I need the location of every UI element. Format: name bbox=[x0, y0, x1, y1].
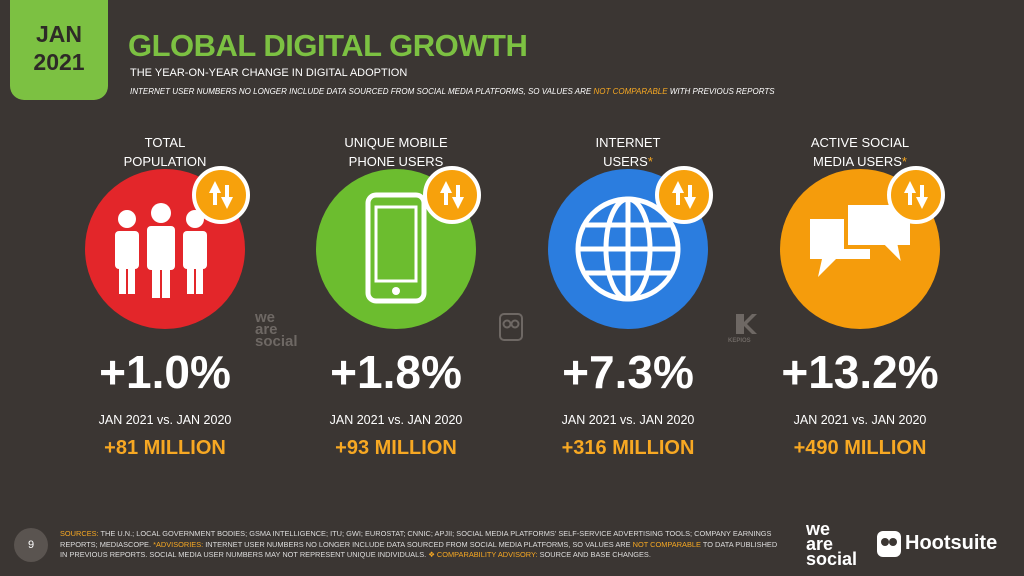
change-absolute: +316 MILLION bbox=[561, 437, 695, 459]
label-marker: * bbox=[901, 154, 907, 169]
metric-card: UNIQUE MOBILE PHONE USERS +1.8% JAN 2021 vs… bbox=[286, 133, 506, 460]
text-part: THE U.N.; LOCAL GOVERNMENT BODIES; GSMA … bbox=[60, 529, 772, 549]
watermark-brand: we are social bbox=[255, 309, 298, 350]
change-absolute: +93 MILLION bbox=[335, 437, 457, 459]
label-line: MEDIA USERS* bbox=[750, 152, 970, 171]
sources: SOURCES: THE U.N.; LOCAL GOVERNMENT BODI… bbox=[60, 529, 780, 561]
text-part: ❖ COMPARABILITY ADVISORY: bbox=[428, 550, 538, 559]
label-line: UNIQUE MOBILE bbox=[286, 133, 506, 152]
label-text: UNIQUE MOBILE bbox=[344, 135, 448, 150]
label-text: PHONE USERS bbox=[348, 154, 444, 169]
comparison: JAN 2021 vs. JAN 2020 bbox=[329, 413, 463, 427]
icon-wrap bbox=[518, 159, 738, 339]
label-text: ACTIVE SOCIAL bbox=[810, 135, 910, 150]
metric-card: INTERNET USERS* +7.3% JAN 2021 vs. JAN 2020… bbox=[518, 133, 738, 460]
text-part: INTERNET USER NUMBERS NO LONGER INCLUDE … bbox=[203, 539, 633, 549]
metric-label: ACTIVE SOCIAL MEDIA USERS* bbox=[750, 133, 970, 173]
badge-year: 2021 bbox=[33, 49, 85, 75]
logo-line: are bbox=[255, 321, 278, 338]
page-number: 9 bbox=[14, 528, 48, 562]
label-marker: * bbox=[647, 154, 653, 169]
label-line: TOTAL bbox=[55, 133, 275, 152]
metric-label: INTERNET USERS* bbox=[518, 133, 738, 173]
metric-card: TOTAL POPULATION +1.0% JAN 2021 vs. JAN 202… bbox=[55, 133, 275, 460]
metric-icon bbox=[780, 166, 945, 329]
comparison: JAN 2021 vs. JAN 2020 bbox=[793, 413, 927, 427]
label-line: POPULATION bbox=[55, 152, 275, 171]
hootsuite-owl bbox=[877, 531, 901, 557]
text-part: SOURCE AND BASE CHANGES. bbox=[537, 550, 651, 559]
owl-watermark bbox=[499, 313, 523, 341]
text-part: NOT COMPARABLE bbox=[632, 539, 701, 549]
kepios-mark bbox=[736, 314, 757, 334]
we-are-social-logo: we are social bbox=[806, 519, 858, 569]
change-absolute: +81 MILLION bbox=[104, 437, 226, 459]
change-percent: +13.2% bbox=[781, 346, 939, 398]
icon-wrap bbox=[55, 159, 275, 339]
badge-month: JAN bbox=[35, 21, 82, 47]
metric-icon bbox=[85, 166, 250, 329]
change-percent: +1.8% bbox=[330, 346, 462, 398]
label-text: POPULATION bbox=[123, 154, 207, 169]
label-line: INTERNET bbox=[518, 133, 738, 152]
metric-icon bbox=[316, 166, 481, 329]
logo-line: social bbox=[806, 549, 858, 569]
hootsuite-logo: Hootsuite bbox=[905, 532, 998, 554]
label-line: USERS* bbox=[518, 152, 738, 171]
text-part: SOURCES: bbox=[60, 529, 99, 538]
label-text: INTERNET bbox=[595, 135, 661, 150]
metric-label: UNIQUE MOBILE PHONE USERS bbox=[286, 133, 506, 173]
label-line: ACTIVE SOCIAL bbox=[750, 133, 970, 152]
text-part: *ADVISORIES: bbox=[153, 539, 204, 549]
text-part: WITH PREVIOUS REPORTS bbox=[667, 87, 775, 96]
metric-icon bbox=[548, 166, 713, 329]
comparison: JAN 2021 vs. JAN 2020 bbox=[98, 413, 232, 427]
logo-line: are bbox=[806, 534, 834, 554]
text-part: TO DATA PUBLISHED IN PREVIOUS REPORTS. S… bbox=[60, 539, 778, 560]
label-text: TOTAL bbox=[144, 135, 186, 150]
icon-wrap bbox=[286, 159, 506, 339]
text-part: NOT COMPARABLE bbox=[593, 87, 668, 96]
change-percent: +7.3% bbox=[562, 346, 694, 398]
metric-label: TOTAL POPULATION bbox=[55, 133, 275, 173]
note: INTERNET USER NUMBERS NO LONGER INCLUDE … bbox=[130, 87, 775, 96]
change-absolute: +490 MILLION bbox=[793, 437, 927, 459]
comparison: JAN 2021 vs. JAN 2020 bbox=[561, 413, 695, 427]
change-percent: +1.0% bbox=[99, 346, 231, 398]
label-text: MEDIA USERS bbox=[813, 154, 902, 169]
metric-card: ACTIVE SOCIAL MEDIA USERS* +13.2% JAN 2021 … bbox=[750, 133, 970, 460]
label-line: PHONE USERS bbox=[286, 152, 506, 171]
logo-line: we bbox=[806, 519, 831, 539]
text-part: INTERNET USER NUMBERS NO LONGER INCLUDE … bbox=[130, 87, 594, 96]
label-text: USERS bbox=[603, 154, 648, 169]
logo-line: we bbox=[255, 309, 276, 326]
logo-line: social bbox=[255, 333, 298, 350]
kepios-text: KEPIOS bbox=[728, 338, 751, 344]
subtitle: THE YEAR-ON-YEAR CHANGE IN DIGITAL ADOPT… bbox=[130, 67, 408, 79]
date-badge: JAN 2021 bbox=[10, 0, 108, 100]
icon-wrap bbox=[750, 159, 970, 339]
title: GLOBAL DIGITAL GROWTH bbox=[128, 28, 528, 63]
